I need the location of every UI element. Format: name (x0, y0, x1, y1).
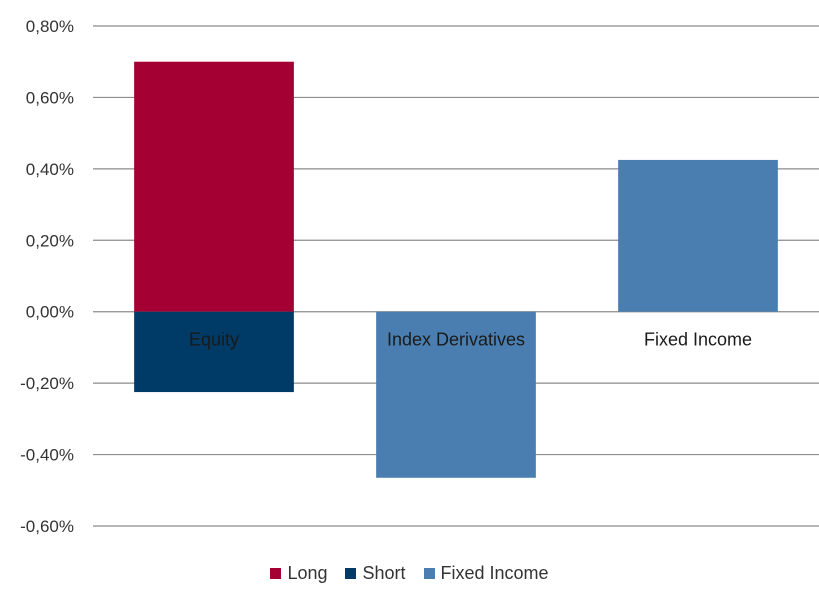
bar-short-equity (134, 311, 294, 393)
legend: Long Short Fixed Income (0, 563, 819, 584)
x-category-label: Index Derivatives (387, 330, 525, 350)
legend-label: Short (362, 563, 406, 583)
legend-label: Long (287, 563, 328, 583)
x-category-label: Fixed Income (644, 330, 752, 350)
legend-item: Fixed Income (423, 563, 549, 584)
y-tick-label: 0,40% (26, 160, 74, 179)
y-axis-ticks: 0,80% 0,60% 0,40% 0,20% 0,00% -0,20% -0,40% -0,… (20, 17, 74, 536)
legend-swatch (345, 568, 357, 579)
bar-long-equity (134, 61, 294, 312)
y-tick-label: -0,40% (20, 446, 74, 465)
legend-item: Short (345, 563, 406, 584)
y-tick-label: 0,60% (26, 88, 74, 107)
y-tick-label: 0,20% (26, 231, 74, 250)
x-axis-labels: Equity Index Derivatives Fixed Income (189, 330, 752, 350)
y-tick-label: 0,80% (26, 17, 74, 36)
legend-label: Fixed Income (440, 563, 549, 583)
legend-swatch (270, 568, 282, 579)
bars (134, 61, 778, 478)
bar-fixed-income-index-derivatives (376, 311, 536, 478)
x-category-label: Equity (189, 330, 239, 350)
legend-item: Long (270, 563, 327, 584)
y-tick-label: -0,60% (20, 517, 74, 536)
y-tick-label: 0,00% (26, 303, 74, 322)
legend-swatch (423, 568, 435, 579)
bar-fixed-income-fixed-income (618, 159, 778, 312)
y-tick-label: -0,20% (20, 374, 74, 393)
